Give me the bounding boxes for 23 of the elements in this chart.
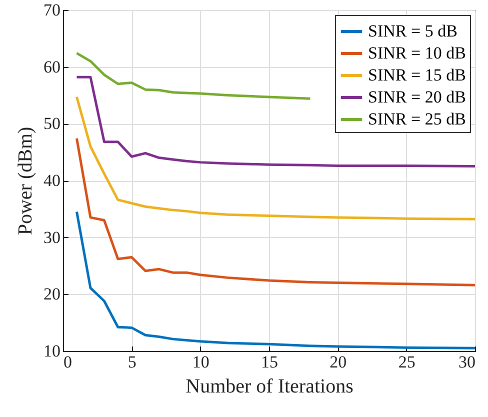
x-tick-label: 30 xyxy=(458,352,476,372)
legend-label: SINR = 5 dB xyxy=(368,22,458,40)
y-tick-label: 30 xyxy=(44,228,60,247)
y-tick-label: 60 xyxy=(44,57,60,76)
x-axis-title: Number of Iterations xyxy=(186,376,354,398)
legend-label: SINR = 10 dB xyxy=(368,44,466,62)
x-tick-label: 25 xyxy=(398,352,416,372)
x-tick-label: 5 xyxy=(128,352,136,372)
legend-label: SINR = 15 dB xyxy=(368,66,466,84)
y-tick-label: 50 xyxy=(44,114,60,134)
x-tick-label: 15 xyxy=(261,352,278,372)
legend-label: SINR = 20 dB xyxy=(368,88,466,106)
x-tick-label: 0 xyxy=(64,352,72,372)
x-tick-label: 10 xyxy=(192,352,210,372)
y-tick-label: 40 xyxy=(44,171,60,190)
line-series xyxy=(75,210,476,350)
x-tick-label: 20 xyxy=(330,352,347,372)
line-series xyxy=(75,137,476,286)
legend-label: SINR = 25 dB xyxy=(368,110,466,128)
y-tick-label: 20 xyxy=(44,284,60,304)
y-tick-label: 70 xyxy=(44,0,60,20)
y-axis-title: Power (dBm) xyxy=(14,126,36,236)
line-series xyxy=(75,52,312,100)
